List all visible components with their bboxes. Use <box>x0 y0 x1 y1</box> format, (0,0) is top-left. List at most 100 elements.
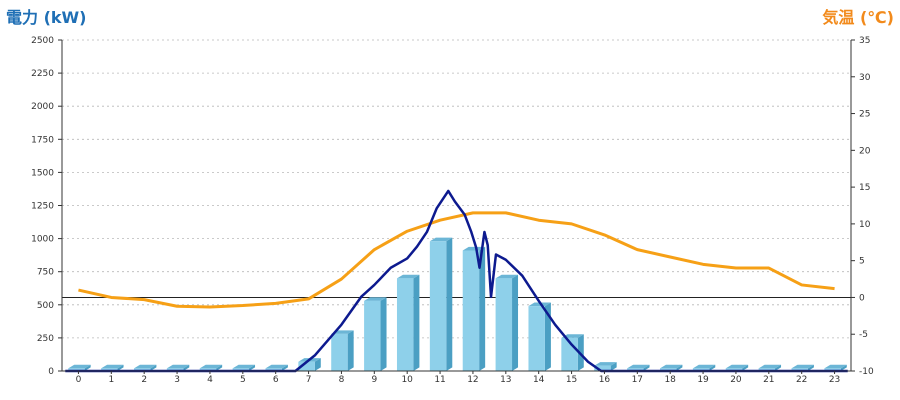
bar-front-17 <box>627 368 644 371</box>
bar-3 <box>166 364 190 371</box>
bar-top-23 <box>824 364 847 369</box>
right-tick-label-10: 10 <box>859 220 871 230</box>
bar-front-0 <box>68 368 85 371</box>
bar-front-8 <box>331 333 348 371</box>
bar-side-21 <box>775 364 782 371</box>
x-tick-label-1: 1 <box>108 375 114 385</box>
bar-top-1 <box>101 364 124 369</box>
bar-front-14 <box>528 306 545 371</box>
bar-top-16 <box>594 362 617 366</box>
bar-20 <box>725 364 749 371</box>
bar-front-6 <box>265 368 282 371</box>
bar-side-17 <box>643 364 650 371</box>
right-tick-label--5: -5 <box>859 330 868 340</box>
bar-top-13 <box>495 274 519 279</box>
bar-side-5 <box>249 364 256 371</box>
left-tick-label-0: 0 <box>48 367 54 377</box>
bar-13 <box>495 274 519 371</box>
x-tick-label-16: 16 <box>599 375 611 385</box>
x-tick-label-12: 12 <box>467 375 478 385</box>
left-tick-label-2500: 2500 <box>31 36 54 46</box>
bar-front-3 <box>166 368 184 371</box>
bar-front-1 <box>101 368 118 371</box>
bar-side-14 <box>544 302 551 371</box>
x-tick-label-5: 5 <box>240 375 246 385</box>
bar-side-12 <box>479 246 486 371</box>
x-tick-label-20: 20 <box>730 375 742 385</box>
bar-side-2 <box>150 364 157 371</box>
left-tick-label-250: 250 <box>37 334 54 344</box>
left-tick-label-2000: 2000 <box>31 102 54 112</box>
bar-6 <box>265 364 288 371</box>
left-tick-label-500: 500 <box>37 301 54 311</box>
bar-top-3 <box>166 364 190 369</box>
left-axis-title: 電力 (kW) <box>6 8 87 27</box>
bar-16 <box>594 362 617 371</box>
bar-9 <box>364 297 387 371</box>
x-tick-label-15: 15 <box>566 375 577 385</box>
bar-top-12 <box>462 246 486 251</box>
bar-top-0 <box>68 364 91 369</box>
bar-side-18 <box>676 364 683 371</box>
bar-19 <box>692 364 716 371</box>
right-tick-label-35: 35 <box>859 36 870 46</box>
bar-top-20 <box>725 364 749 369</box>
bar-21 <box>758 364 782 371</box>
bar-side-13 <box>512 274 519 371</box>
x-tick-label-14: 14 <box>533 375 545 385</box>
power-line <box>65 189 848 373</box>
left-tick-label-1750: 1750 <box>31 135 54 145</box>
bar-front-18 <box>659 368 677 371</box>
bar-top-19 <box>692 364 716 369</box>
bar-17 <box>627 364 650 371</box>
bar-top-5 <box>232 364 256 369</box>
right-axis-title: 気温 (℃) <box>822 8 894 27</box>
x-tick-label-2: 2 <box>141 375 147 385</box>
x-tick-label-19: 19 <box>697 375 709 385</box>
bar-side-9 <box>380 297 387 371</box>
bar-14 <box>528 302 551 371</box>
bar-side-0 <box>84 364 91 371</box>
right-tick-label-0: 0 <box>859 293 865 303</box>
tick-labels: 02505007501000125015001750200022502500-1… <box>31 36 874 385</box>
x-tick-label-0: 0 <box>76 375 82 385</box>
bar-side-19 <box>709 364 716 371</box>
left-tick-label-1000: 1000 <box>31 235 54 245</box>
x-tick-label-4: 4 <box>207 375 213 385</box>
bar-front-21 <box>758 368 776 371</box>
x-tick-label-18: 18 <box>664 375 676 385</box>
bar-1 <box>101 364 124 371</box>
bar-front-16 <box>594 365 611 371</box>
bar-front-10 <box>396 278 414 371</box>
right-tick-label-5: 5 <box>859 257 865 267</box>
x-tick-label-6: 6 <box>273 375 279 385</box>
bar-top-2 <box>133 364 157 369</box>
bar-top-22 <box>791 364 814 369</box>
grid-lines <box>62 39 851 339</box>
bar-4 <box>199 364 223 371</box>
x-tick-label-3: 3 <box>174 375 180 385</box>
left-tick-label-2250: 2250 <box>31 69 54 79</box>
x-tick-label-11: 11 <box>434 375 445 385</box>
bar-side-16 <box>610 362 617 371</box>
bar-front-13 <box>495 278 513 371</box>
bar-side-22 <box>807 364 814 371</box>
right-tick-label--10: -10 <box>859 367 874 377</box>
x-tick-label-9: 9 <box>371 375 377 385</box>
series-lines <box>65 189 848 373</box>
bar-side-23 <box>840 364 847 371</box>
bar-front-9 <box>364 300 381 371</box>
bar-side-11 <box>446 237 453 371</box>
bar-top-10 <box>396 274 420 279</box>
bar-top-4 <box>199 364 223 369</box>
bar-side-7 <box>314 358 321 371</box>
bar-front-22 <box>791 368 808 371</box>
left-tick-label-1500: 1500 <box>31 168 54 178</box>
bar-front-23 <box>824 368 841 371</box>
temperature-line <box>78 211 835 309</box>
bar-side-10 <box>413 274 420 371</box>
left-tick-label-750: 750 <box>37 268 54 278</box>
bar-top-6 <box>265 364 288 369</box>
x-tick-label-22: 22 <box>796 375 807 385</box>
